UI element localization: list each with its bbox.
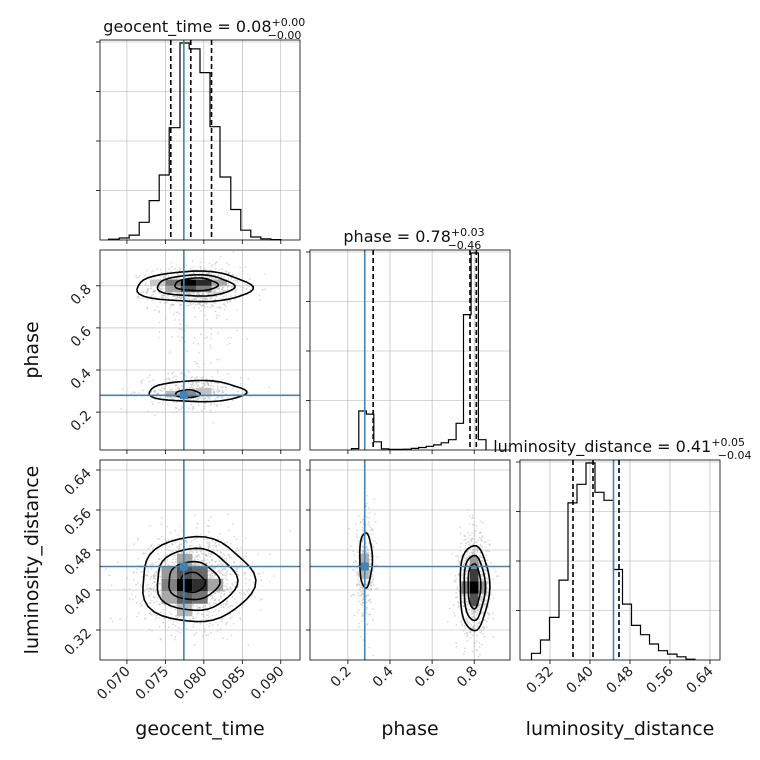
contour-line [174, 389, 202, 399]
y-tick-label-luminosity_distance: 0.48 [61, 546, 94, 579]
truth-marker [179, 391, 188, 400]
panel-title-phase: phase = 0.78+0.03 [343, 226, 484, 246]
title-value: luminosity_distance = 0.41 [493, 437, 711, 457]
x-tick-label-phase: 0.2 [328, 664, 355, 691]
y-tick-label-luminosity_distance: 0.56 [61, 505, 94, 538]
hist-panel-phase: phase = 0.78+0.03−0.46 [306, 226, 511, 454]
x-tick-label-luminosity_distance: 0.64 [683, 663, 716, 696]
x-axis-label-luminosity_distance: luminosity_distance [526, 718, 715, 740]
panel-title-geocent_time: geocent_time = 0.08+0.00 [103, 16, 305, 37]
panel-frame [99, 249, 301, 451]
x-tick-label-phase: 0.6 [412, 663, 439, 690]
x-tick-label-luminosity_distance: 0.48 [603, 664, 636, 697]
title-value: geocent_time = 0.08 [103, 17, 271, 37]
contour-line [136, 270, 255, 303]
contour-line [156, 274, 236, 297]
y-axis-label-luminosity_distance: luminosity_distance [21, 466, 43, 655]
x-tick-label-luminosity_distance: 0.32 [523, 664, 556, 697]
pair-panel-phase-vs-luminosity_distance [306, 459, 511, 664]
x-axis-label-geocent_time: geocent_time [135, 718, 264, 740]
truth-marker [179, 562, 188, 571]
density-cell [192, 578, 208, 592]
density-cell [461, 581, 470, 594]
pair-panel-geocent_time-vs-phase [96, 249, 301, 454]
panel-frame [309, 459, 511, 661]
density-cell [192, 566, 208, 579]
density-cell [180, 285, 197, 293]
panel-frame [309, 249, 511, 451]
y-tick-label-phase: 0.6 [68, 323, 95, 350]
density-cell [165, 285, 181, 293]
density-cell [470, 556, 479, 569]
density-cell [196, 387, 212, 395]
x-tick-label-luminosity_distance: 0.56 [643, 663, 676, 696]
y-tick-label-phase: 0.4 [68, 365, 95, 392]
title-plus: +0.05 [711, 436, 745, 449]
density-cell [470, 581, 479, 594]
density-cell [470, 593, 479, 607]
hist-panel-geocent_time: geocent_time = 0.08+0.00−0.00 [96, 16, 305, 244]
density-cell [196, 285, 212, 293]
y-tick-label-luminosity_distance: 0.40 [61, 586, 94, 619]
density-cell [180, 391, 197, 398]
pair-grid [100, 460, 300, 660]
hist-grid-phase [310, 250, 510, 450]
density-cell [211, 279, 227, 286]
density-cell [470, 568, 479, 582]
panel-frame [99, 39, 301, 241]
density-cell [165, 279, 181, 286]
contour-line [148, 379, 248, 403]
histogram-geocent_time [107, 42, 282, 241]
y-tick-label-phase: 0.2 [68, 408, 95, 435]
x-tick-label-geocent_time: 0.075 [133, 664, 173, 704]
density-cell [192, 591, 208, 604]
y-tick-label-phase: 0.8 [68, 281, 95, 308]
title-plus: +0.03 [451, 226, 485, 239]
x-tick-label-geocent_time: 0.085 [209, 664, 249, 704]
hist-panel-luminosity_distance: luminosity_distance = 0.41+0.05−0.04 [493, 436, 752, 664]
title-minus: −0.00 [268, 29, 302, 42]
x-tick-label-geocent_time: 0.080 [171, 664, 211, 704]
density-cell [165, 391, 181, 398]
panel-frame [99, 459, 301, 661]
title-minus: −0.04 [718, 449, 752, 462]
y-tick-label-luminosity_distance: 0.64 [61, 465, 94, 498]
contour-line [156, 547, 239, 612]
panel-frame [519, 459, 721, 661]
contour-line [463, 554, 487, 622]
pair-panel-geocent_time-vs-luminosity_distance [96, 459, 301, 664]
contour-line [142, 535, 257, 623]
contour-line [174, 277, 220, 292]
contour-line [179, 571, 207, 594]
x-tick-label-phase: 0.4 [370, 663, 397, 690]
title-plus: +0.00 [272, 16, 306, 29]
x-tick-label-luminosity_distance: 0.40 [563, 664, 596, 697]
density-cell [196, 279, 212, 286]
contour-line [459, 544, 491, 632]
x-tick-label-geocent_time: 0.090 [248, 664, 288, 704]
hist-grid-luminosity_distance [520, 460, 720, 660]
contour-line [168, 560, 221, 601]
x-axis-label-phase: phase [381, 718, 438, 740]
density-cell [150, 279, 166, 286]
y-tick-label-luminosity_distance: 0.32 [61, 626, 94, 659]
density-cell [478, 581, 487, 594]
truth-marker [360, 562, 369, 571]
contour-line [359, 532, 374, 589]
title-value: phase = 0.78 [343, 227, 450, 246]
x-tick-label-phase: 0.8 [454, 664, 481, 691]
y-axis-label-phase: phase [21, 321, 43, 378]
histogram-phase [350, 252, 487, 450]
x-tick-label-geocent_time: 0.070 [94, 664, 134, 704]
title-minus: −0.46 [448, 239, 482, 252]
hist-grid-geocent_time [100, 40, 300, 240]
density-cell [180, 279, 197, 286]
panel-title-luminosity_distance: luminosity_distance = 0.41+0.05 [493, 436, 745, 457]
